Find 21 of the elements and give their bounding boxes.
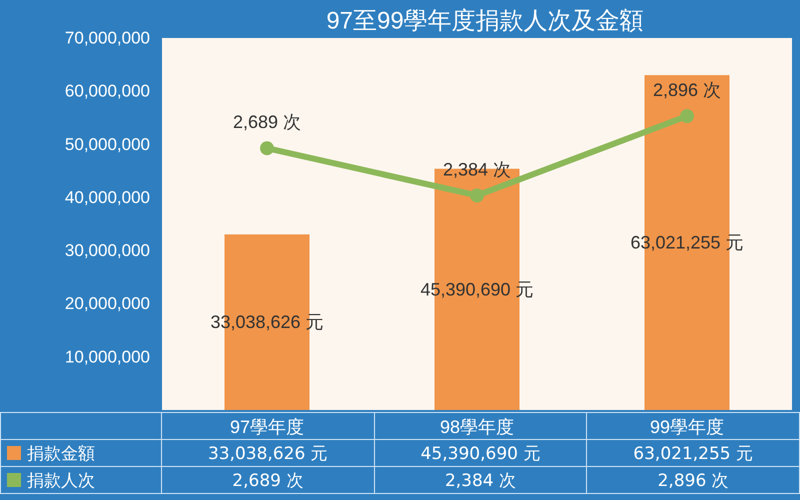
data-label: 45,390,690 元 — [374, 440, 587, 466]
legend-label: 捐款人次 — [0, 466, 162, 494]
y-tick-label: 50,000,000 — [64, 134, 150, 154]
chart-title: 97至99學年度捐款人次及金額 — [326, 8, 644, 34]
data-label: 63,021,255 元 — [586, 440, 800, 466]
data-label: 33,038,626 元 — [162, 440, 374, 466]
x-tick-label: 97學年度 — [230, 417, 304, 437]
y-tick-label: 20,000,000 — [64, 294, 150, 314]
y-tick-label: 10,000,000 — [64, 347, 150, 366]
data-label: 2,896 次 — [586, 466, 800, 494]
text: 2,689 次 — [232, 112, 302, 132]
y-tick-label: 40,000,000 — [64, 188, 150, 207]
y-tick-label: 60,000,000 — [64, 82, 150, 101]
y-tick-label: 30,000,000 — [64, 241, 150, 260]
x-tick-label: 99學年度 — [650, 417, 724, 437]
data-label: 2,384 次 — [374, 466, 587, 494]
y-tick-label: 70,000,000 — [64, 28, 150, 48]
legend-label: 捐款金額 — [0, 440, 162, 466]
x-tick-label: 98學年度 — [440, 417, 514, 437]
text: 2,896 次 — [652, 80, 722, 100]
data-label: 2,689 次 — [162, 466, 374, 494]
